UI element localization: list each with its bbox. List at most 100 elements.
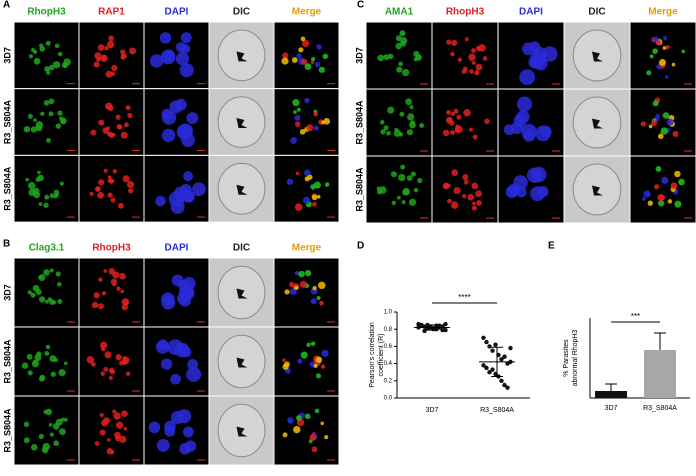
signal: [93, 61, 100, 68]
signal: [446, 183, 451, 188]
signal: [663, 36, 668, 41]
signal: [159, 32, 172, 44]
signal: [176, 124, 193, 140]
signal: [121, 359, 128, 366]
signal: [450, 129, 455, 135]
hemozoin: [236, 51, 248, 62]
signal: [395, 42, 402, 50]
signal: [164, 420, 176, 433]
data-point: [484, 339, 489, 345]
signal: [36, 125, 43, 132]
signal: [282, 363, 289, 371]
signal: [387, 53, 394, 60]
signal: [103, 269, 108, 273]
signal: [183, 171, 194, 182]
signal: [115, 435, 121, 442]
signal: [175, 52, 190, 66]
signal: [55, 123, 62, 129]
signal: [313, 125, 319, 131]
signal: [657, 200, 665, 207]
signal: [119, 435, 127, 443]
y-tick-label: 1.0: [384, 310, 393, 316]
signal: [293, 110, 297, 114]
signal: [43, 100, 50, 106]
signal: [192, 182, 206, 197]
signal: [170, 200, 185, 214]
signal: [310, 56, 316, 62]
signal: [117, 202, 124, 209]
data-point: [484, 365, 489, 371]
signal: [30, 126, 38, 133]
signal: [320, 421, 325, 426]
signal: [529, 41, 541, 52]
signal: [281, 57, 289, 65]
signal: [99, 429, 106, 436]
signal: [640, 121, 646, 127]
micrograph: [365, 21, 433, 90]
signal: [377, 54, 385, 62]
signal: [456, 114, 462, 120]
signal: [103, 168, 108, 173]
signal: [49, 432, 54, 437]
signal: [292, 99, 300, 107]
signal: [410, 171, 416, 177]
signal: [309, 434, 317, 441]
signal: [419, 123, 425, 128]
x-tick-label: R3_S804A: [643, 405, 677, 412]
signal: [23, 437, 30, 444]
signal: [659, 195, 665, 201]
signal: [294, 285, 299, 290]
signal: [405, 98, 413, 106]
signal: [299, 128, 306, 135]
signal: [115, 114, 121, 120]
signal: [49, 268, 54, 273]
signal: [98, 277, 103, 282]
signal: [121, 304, 128, 311]
signal: [304, 63, 312, 70]
signal: [324, 435, 329, 440]
signal: [93, 292, 100, 299]
signal: [401, 68, 410, 77]
hemozoin: [236, 357, 248, 368]
micrograph: [78, 21, 145, 90]
signal: [482, 56, 488, 61]
signal: [462, 66, 468, 72]
micrograph: [365, 88, 433, 157]
signal: [38, 202, 43, 207]
signal: [94, 441, 100, 446]
x-tick-label: R3_S804A: [480, 407, 514, 414]
signal: [468, 53, 476, 61]
column-label: DIC: [233, 7, 250, 18]
signal: [98, 303, 104, 310]
signal: [55, 271, 61, 277]
signal: [180, 32, 192, 44]
signal: [126, 180, 135, 189]
signal: [383, 54, 390, 61]
signal: [312, 285, 317, 291]
signal: [316, 296, 321, 301]
signal: [163, 49, 175, 62]
data-point: [487, 344, 492, 349]
signal: [37, 174, 44, 182]
signal: [463, 179, 469, 185]
signal: [376, 186, 381, 191]
signal: [89, 191, 94, 196]
signal: [97, 191, 104, 199]
significance-label: ****: [458, 293, 470, 302]
signal: [314, 408, 320, 414]
signal: [649, 54, 654, 59]
signal: [294, 114, 301, 121]
data-point: [490, 367, 495, 372]
signal: [313, 111, 319, 117]
signal: [294, 270, 300, 276]
micrograph: [629, 88, 696, 157]
signal: [453, 108, 459, 114]
signal: [108, 367, 115, 374]
y-tick-label: 0.8: [384, 327, 393, 333]
signal: [28, 182, 36, 190]
signal: [406, 113, 415, 121]
signal: [180, 183, 192, 196]
signal: [161, 295, 176, 310]
signal: [161, 128, 176, 143]
micrograph: [629, 155, 696, 224]
